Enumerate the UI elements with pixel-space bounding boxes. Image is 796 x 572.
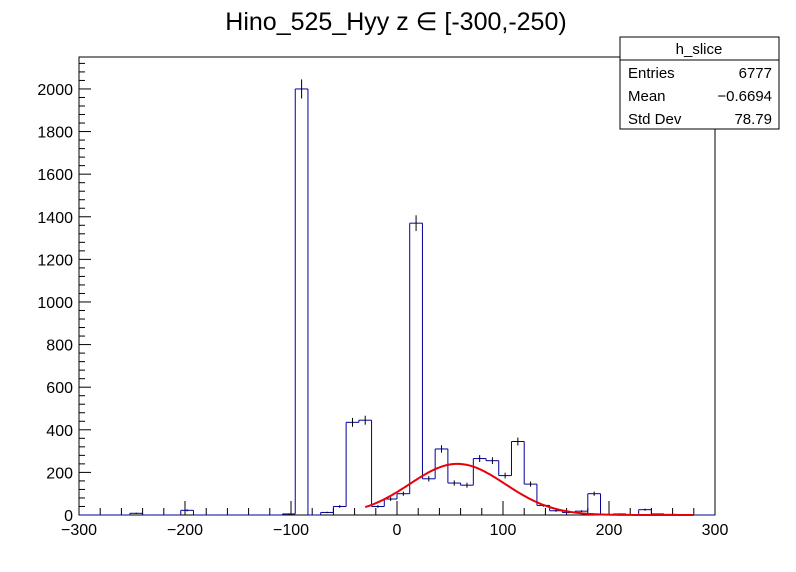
- y-tick-label: 200: [46, 465, 73, 482]
- fit-curve: [364, 462, 694, 516]
- x-tick-label: −100: [273, 522, 309, 539]
- x-tick-label: 0: [393, 522, 402, 539]
- y-tick-label: 0: [64, 508, 73, 525]
- stats-mean-value: −0.6694: [717, 88, 772, 105]
- stats-entries-label: Entries: [628, 65, 675, 82]
- y-tick-label: 1800: [37, 125, 73, 142]
- histogram-bins: [79, 88, 715, 516]
- x-tick-label: −300: [61, 522, 97, 539]
- x-tick-label: −200: [167, 522, 203, 539]
- fit-layer: [364, 462, 694, 516]
- y-tick-label: 1000: [37, 295, 73, 312]
- stats-box-name: h_slice: [676, 41, 723, 58]
- y-tick-label: 1400: [37, 210, 73, 227]
- x-tick-label: 300: [702, 522, 729, 539]
- x-tick-label: 100: [490, 522, 517, 539]
- y-tick-label: 800: [46, 338, 73, 355]
- stats-stddev-value: 78.79: [734, 111, 772, 128]
- chart-title: Hino_525_Hyy z ∈ [-300,-250): [225, 8, 566, 36]
- y-tick-label: 600: [46, 380, 73, 397]
- x-axis: −300 −200 −100 0 100 200 300: [61, 501, 728, 539]
- stats-box-frame: [619, 36, 780, 130]
- y-tick-label: 1200: [37, 252, 73, 269]
- y-tick-label: 1600: [37, 167, 73, 184]
- stats-entries-value: 6777: [739, 65, 772, 82]
- stats-box: h_slice Entries 6777 Mean −0.6694 Std De…: [619, 36, 780, 130]
- stats-stddev-label: Std Dev: [628, 111, 682, 128]
- y-axis: 0 200 400 600 800 1000 1200 1400 1600 1800 2000: [37, 62, 91, 525]
- y-tick-label: 400: [46, 423, 73, 440]
- y-tick-label: 2000: [37, 82, 73, 99]
- stats-mean-label: Mean: [628, 88, 666, 105]
- x-tick-label: 200: [596, 522, 623, 539]
- error-bars: [135, 79, 671, 515]
